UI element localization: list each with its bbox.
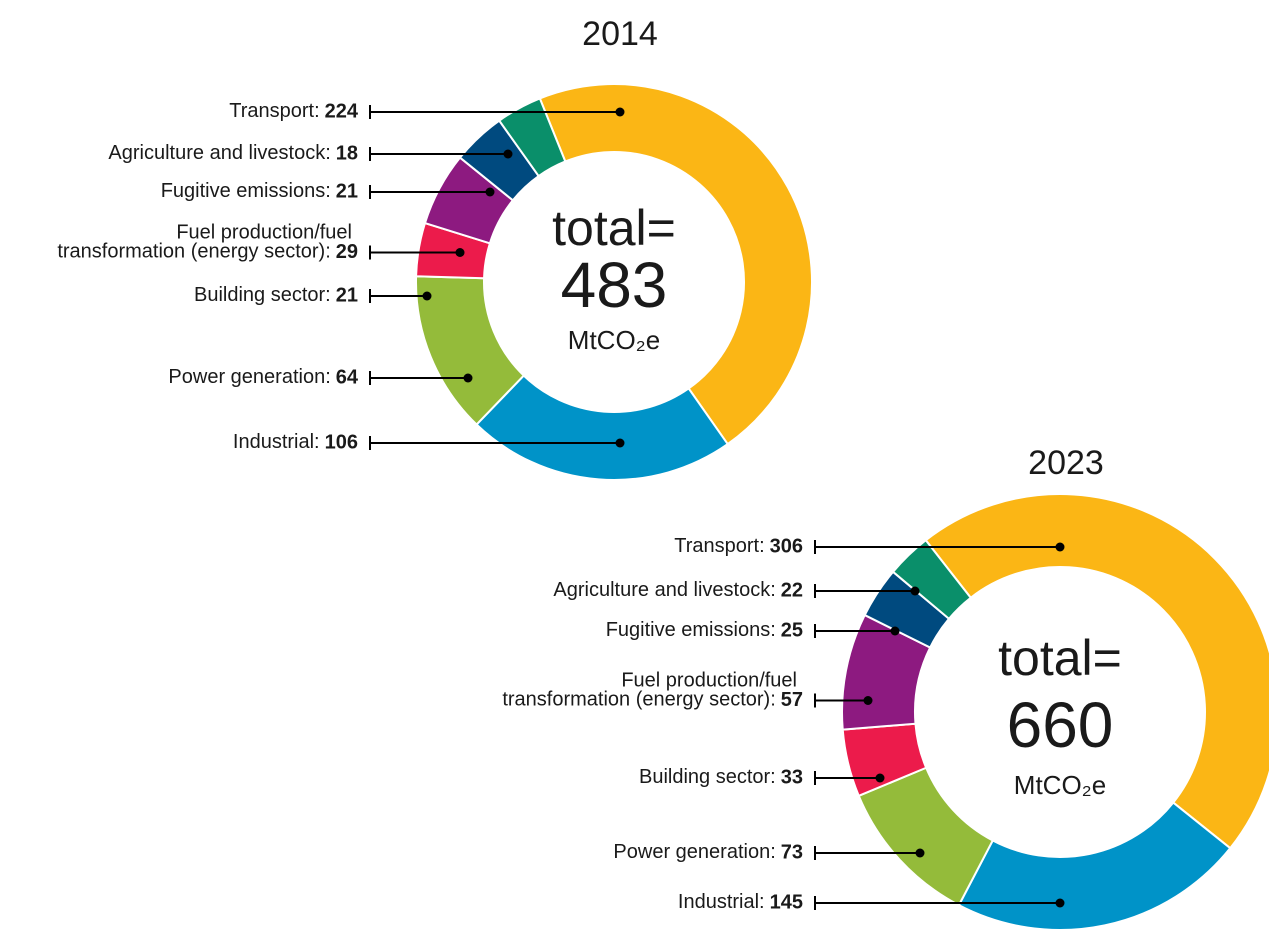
value-label: 57 [781, 689, 803, 711]
leader-dot [503, 149, 513, 159]
value-label: 224 [325, 100, 359, 122]
category-label: Building sector: [639, 766, 776, 788]
chart-title: 2023 [1028, 444, 1104, 482]
leader-dot [615, 107, 625, 117]
leader-dot [863, 696, 873, 705]
leader-dot [1055, 898, 1065, 908]
category-label: Building sector: [194, 284, 331, 306]
category-label: Fugitive emissions: [606, 619, 776, 641]
value-label: 21 [336, 284, 358, 306]
donut-slice [891, 538, 973, 621]
center-total: 660 [1007, 689, 1114, 761]
category-label: Agriculture and livestock: [553, 579, 775, 601]
donut-slice [538, 83, 813, 446]
category-label: Power generation: [168, 366, 330, 388]
value-label: 306 [770, 535, 803, 557]
leader-dot [875, 773, 885, 783]
leader-dot [890, 626, 900, 636]
donut-slice [924, 493, 1269, 850]
center-label: total= [552, 200, 676, 256]
center-unit: MtCO₂e [568, 325, 660, 355]
value-label: 73 [781, 841, 803, 863]
value-label: 106 [325, 431, 358, 453]
category-label: Industrial: [233, 431, 320, 453]
category-label: Transport: [674, 535, 764, 557]
category-label: Power generation: [613, 841, 775, 863]
category-label: Fugitive emissions: [161, 180, 331, 202]
category-label: Agriculture and livestock: [108, 142, 330, 164]
donut-slice [957, 801, 1232, 931]
leader-dot [485, 187, 495, 197]
value-label: 18 [336, 142, 358, 164]
value-label: 22 [781, 579, 803, 601]
value-label: 29 [336, 241, 358, 263]
value-label: 145 [770, 891, 803, 913]
category-label: Industrial: [678, 891, 765, 913]
value-label: 64 [336, 366, 359, 388]
leader-dot [910, 586, 920, 596]
leader-dot [615, 438, 625, 448]
category-label: Fuel production/fuel transformation (ener… [57, 222, 352, 263]
center-total: 483 [561, 249, 668, 321]
value-label: 21 [336, 180, 358, 202]
leader-dot [422, 291, 432, 301]
category-label: Fuel production/fuel transformation (ener… [502, 670, 797, 711]
center-unit: MtCO₂e [1014, 770, 1106, 800]
donut-slice [475, 374, 730, 481]
center-label: total= [998, 630, 1122, 686]
leader-dot [455, 248, 465, 257]
leader-dot [1055, 542, 1065, 552]
chart-title: 2014 [582, 15, 658, 53]
value-label: 33 [781, 766, 803, 788]
value-label: 25 [781, 619, 803, 641]
category-label: Transport: [229, 100, 319, 122]
leader-dot [915, 848, 925, 858]
leader-dot [463, 373, 473, 383]
